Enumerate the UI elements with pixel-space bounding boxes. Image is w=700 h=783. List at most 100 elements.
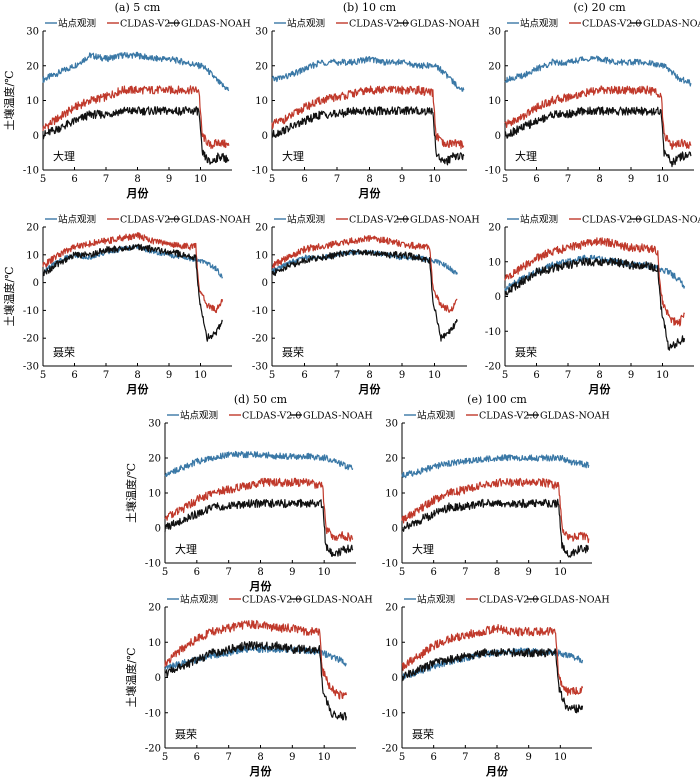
- y-tick-label: -20: [382, 744, 398, 755]
- y-tick-label: 0: [33, 131, 39, 142]
- panel-title: (a) 5 cm: [115, 1, 161, 14]
- series-line-gldas: [504, 106, 692, 168]
- x-axis-label: 月份: [249, 579, 273, 593]
- y-tick-label: 20: [148, 603, 161, 614]
- station-label: 大理: [515, 149, 537, 163]
- y-tick-label: 20: [385, 454, 398, 465]
- y-tick-label: -10: [252, 166, 268, 177]
- station-label: 大理: [53, 149, 75, 163]
- series-line-gldas: [164, 641, 347, 721]
- x-tick-label: 8: [134, 370, 140, 381]
- y-tick-label: 30: [255, 27, 268, 38]
- legend-label-obs: 站点观测: [58, 214, 96, 226]
- legend-label-gldas: GLDAS-NOAH: [303, 595, 373, 606]
- x-tick-label: 9: [399, 174, 405, 185]
- x-axis-label: 月份: [126, 186, 150, 200]
- y-tick-label: -20: [485, 362, 501, 373]
- legend-label-obs: 站点观测: [287, 18, 325, 30]
- x-tick-label: 7: [103, 174, 109, 185]
- legend-label-obs: 站点观测: [180, 410, 218, 422]
- x-tick-label: 8: [494, 567, 500, 578]
- x-tick-label: 7: [565, 174, 571, 185]
- y-tick-label: -10: [485, 327, 501, 338]
- station-label: 聂荣: [515, 346, 537, 359]
- legend-label-cldas: CLDAS-V2.0: [582, 19, 641, 30]
- y-tick-label: 10: [385, 489, 398, 500]
- legend-label-obs: 站点观测: [180, 594, 218, 606]
- y-tick-label: 10: [26, 250, 39, 261]
- x-tick-label: 7: [225, 752, 231, 763]
- series-line-gldas: [401, 648, 584, 714]
- y-tick-label: 0: [262, 278, 268, 289]
- series-line-cldas: [504, 85, 692, 150]
- legend-label-obs: 站点观测: [520, 18, 558, 30]
- y-tick-label: 10: [488, 257, 501, 268]
- x-tick-label: 8: [366, 174, 372, 185]
- x-tick-label: 10: [318, 567, 331, 578]
- legend-label-cldas: CLDAS-V2.0: [242, 411, 301, 422]
- legend-label-obs: 站点观测: [417, 594, 455, 606]
- station-label: 大理: [282, 149, 304, 163]
- y-tick-label: -30: [252, 362, 268, 373]
- x-tick-label: 10: [656, 370, 669, 381]
- x-tick-label: 5: [40, 174, 46, 185]
- panel-title: (b) 10 cm: [343, 1, 397, 14]
- series-line-cldas: [164, 477, 354, 542]
- legend-label-gldas: GLDAS-NOAH: [540, 411, 610, 422]
- y-tick-label: 0: [262, 131, 268, 142]
- y-tick-label: -30: [23, 362, 39, 373]
- series-line-cldas: [504, 237, 686, 327]
- x-axis-label: 月份: [485, 764, 509, 778]
- x-tick-label: 7: [462, 567, 468, 578]
- y-axis-label: 土壤温度/℃: [124, 463, 138, 523]
- chart-panel-1: -10 0 10 20 30 5 6 7 8 9 10 (b) 10 cm 月份 大理 站点观测 CLDAS-…: [252, 1, 480, 200]
- y-tick-label: -10: [485, 166, 501, 177]
- x-tick-label: 7: [565, 370, 571, 381]
- station-label: 大理: [175, 542, 197, 556]
- y-tick-label: -10: [252, 306, 268, 317]
- legend-label-gldas: GLDAS-NOAH: [540, 595, 610, 606]
- y-tick-label: 30: [488, 27, 501, 38]
- station-label: 聂荣: [412, 728, 434, 741]
- x-tick-label: 5: [269, 174, 275, 185]
- y-tick-label: 20: [255, 61, 268, 72]
- x-tick-label: 6: [194, 752, 200, 763]
- legend-label-obs: 站点观测: [417, 410, 455, 422]
- y-tick-label: -10: [23, 306, 39, 317]
- legend-label-gldas: GLDAS-NOAH: [643, 19, 700, 30]
- y-tick-label: 20: [255, 223, 268, 234]
- y-tick-label: 30: [26, 27, 39, 38]
- x-tick-label: 6: [301, 370, 307, 381]
- x-tick-label: 8: [596, 174, 602, 185]
- y-tick-label: 0: [155, 524, 161, 535]
- x-tick-label: 5: [162, 752, 168, 763]
- y-axis-label: 土壤温度/℃: [2, 266, 16, 326]
- x-tick-label: 6: [71, 174, 77, 185]
- x-tick-label: 7: [462, 752, 468, 763]
- x-tick-label: 6: [430, 567, 436, 578]
- x-tick-label: 10: [428, 174, 441, 185]
- legend-label-cldas: CLDAS-V2.0: [582, 215, 641, 226]
- station-label: 聂荣: [53, 346, 75, 359]
- legend-label-cldas: CLDAS-V2.0: [349, 19, 408, 30]
- y-tick-label: -20: [145, 744, 161, 755]
- chart-panel-8: -20 -10 0 10 20 5 6 7 8 9 10 月份 土壤温度/℃ 聂荣 站点观测 CLDAS-V2…: [124, 594, 373, 779]
- x-tick-label: 10: [194, 174, 207, 185]
- y-tick-label: 20: [385, 603, 398, 614]
- legend-label-cldas: CLDAS-V2.0: [349, 215, 408, 226]
- x-tick-label: 9: [399, 370, 405, 381]
- chart-panel-4: -30 -20 -10 0 10 20 5 6 7 8 9 10 月份 聂荣 站点观测 CLDAS-V2.0 G…: [252, 214, 480, 397]
- x-tick-label: 9: [289, 567, 295, 578]
- x-tick-label: 6: [533, 174, 539, 185]
- legend-label-gldas: GLDAS-NOAH: [643, 215, 700, 226]
- y-tick-label: 0: [155, 673, 161, 684]
- y-tick-label: 20: [488, 61, 501, 72]
- legend-label-cldas: CLDAS-V2.0: [242, 595, 301, 606]
- legend-label-obs: 站点观测: [58, 18, 96, 30]
- series-line-gldas: [504, 257, 686, 351]
- panel-title: (e) 100 cm: [467, 393, 527, 406]
- series-line-obs: [271, 56, 465, 92]
- y-tick-label: 0: [33, 278, 39, 289]
- y-tick-label: 0: [392, 673, 398, 684]
- x-tick-label: 9: [525, 567, 531, 578]
